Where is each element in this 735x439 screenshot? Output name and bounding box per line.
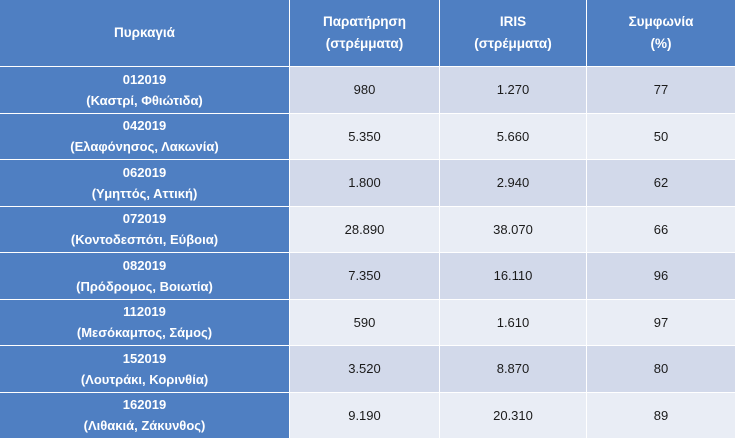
agreement-value: 66 [653, 221, 669, 237]
agreement-value: 97 [653, 314, 669, 330]
observation-value: 7.350 [348, 268, 381, 284]
fire-location: (Κοντοδεσπότι, Εύβοια) [70, 232, 219, 248]
fire-code: 042019 [122, 118, 167, 134]
observation-cell: 1.800 [290, 160, 440, 207]
iris-cell: 1.610 [440, 299, 587, 346]
observation-cell: 28.890 [290, 206, 440, 253]
fire-cell: 152019 (Λουτράκι, Κορινθία) [0, 346, 290, 393]
fire-cell: 012019 (Καστρί, Φθιώτιδα) [0, 67, 290, 114]
fire-code: 072019 [122, 211, 167, 227]
iris-cell: 16.110 [440, 253, 587, 300]
agreement-value: 50 [653, 128, 669, 144]
observation-value: 28.890 [344, 221, 385, 237]
fire-cell: 162019 (Λιθακιά, Ζάκυνθος) [0, 392, 290, 439]
observation-value: 1.800 [348, 175, 381, 191]
iris-value: 5.660 [496, 128, 530, 144]
fire-cell: 062019 (Υμηττός, Αττική) [0, 160, 290, 207]
observation-value: 980 [353, 82, 376, 98]
fire-location: (Μεσόκαμπος, Σάμος) [76, 325, 213, 341]
fire-cell: 112019 (Μεσόκαμπος, Σάμος) [0, 299, 290, 346]
header-observation-label: Παρατήρηση [322, 14, 407, 29]
agreement-value: 89 [653, 407, 669, 423]
header-observation: Παρατήρηση (στρέμματα) [290, 0, 440, 67]
iris-cell: 5.660 [440, 113, 587, 160]
iris-value: 20.310 [493, 407, 533, 423]
agreement-cell: 96 [587, 253, 735, 300]
header-fire: Πυρκαγιά [0, 0, 290, 67]
header-observation-unit: (στρέμματα) [325, 36, 404, 51]
agreement-value: 80 [653, 361, 669, 377]
fire-code: 062019 [122, 164, 167, 180]
iris-value: 1.270 [496, 82, 530, 98]
fire-cell: 082019 (Πρόδρομος, Βοιωτία) [0, 253, 290, 300]
iris-value: 8.870 [496, 361, 530, 377]
fire-code: 162019 [122, 397, 167, 413]
header-iris-unit: (στρέμματα) [474, 36, 552, 51]
fire-location: (Λουτράκι, Κορινθία) [80, 371, 209, 387]
iris-cell: 20.310 [440, 392, 587, 439]
agreement-cell: 89 [587, 392, 735, 439]
iris-cell: 38.070 [440, 206, 587, 253]
fire-location: (Πρόδρομος, Βοιωτία) [76, 278, 213, 294]
fire-code: 012019 [122, 71, 167, 87]
fire-cell: 072019 (Κοντοδεσπότι, Εύβοια) [0, 206, 290, 253]
fire-location: (Ελαφόνησος, Λακωνία) [70, 139, 219, 155]
header-agreement-unit: (%) [650, 36, 672, 51]
iris-cell: 8.870 [440, 346, 587, 393]
observation-value: 590 [353, 314, 376, 330]
agreement-cell: 66 [587, 206, 735, 253]
header-fire-label: Πυρκαγιά [114, 25, 175, 40]
agreement-cell: 62 [587, 160, 735, 207]
agreement-value: 96 [653, 268, 669, 284]
agreement-cell: 80 [587, 346, 735, 393]
header-agreement-label: Συμφωνία [628, 14, 694, 29]
agreement-cell: 50 [587, 113, 735, 160]
observation-cell: 3.520 [290, 346, 440, 393]
observation-cell: 7.350 [290, 253, 440, 300]
iris-value: 38.070 [493, 221, 533, 237]
fire-code: 152019 [122, 350, 167, 366]
fire-location: (Υμηττός, Αττική) [91, 185, 198, 201]
iris-value: 1.610 [496, 314, 530, 330]
iris-value: 16.110 [493, 268, 533, 284]
fire-location: (Λιθακιά, Ζάκυνθος) [83, 418, 206, 434]
header-iris-label: IRIS [499, 14, 527, 29]
header-iris: IRIS (στρέμματα) [440, 0, 587, 67]
observation-cell: 590 [290, 299, 440, 346]
observation-cell: 9.190 [290, 392, 440, 439]
fire-location: (Καστρί, Φθιώτιδα) [86, 92, 203, 108]
agreement-cell: 77 [587, 67, 735, 114]
agreement-value: 77 [653, 82, 669, 98]
fire-code: 082019 [122, 257, 167, 273]
observation-value: 9.190 [348, 407, 381, 423]
agreement-value: 62 [653, 175, 669, 191]
iris-cell: 1.270 [440, 67, 587, 114]
fire-cell: 042019 (Ελαφόνησος, Λακωνία) [0, 113, 290, 160]
iris-value: 2.940 [496, 175, 530, 191]
observation-cell: 980 [290, 67, 440, 114]
header-agreement: Συμφωνία (%) [587, 0, 735, 67]
fire-code: 112019 [123, 304, 166, 320]
iris-cell: 2.940 [440, 160, 587, 207]
observation-value: 5.350 [348, 128, 381, 144]
observation-value: 3.520 [348, 361, 381, 377]
observation-cell: 5.350 [290, 113, 440, 160]
agreement-cell: 97 [587, 299, 735, 346]
